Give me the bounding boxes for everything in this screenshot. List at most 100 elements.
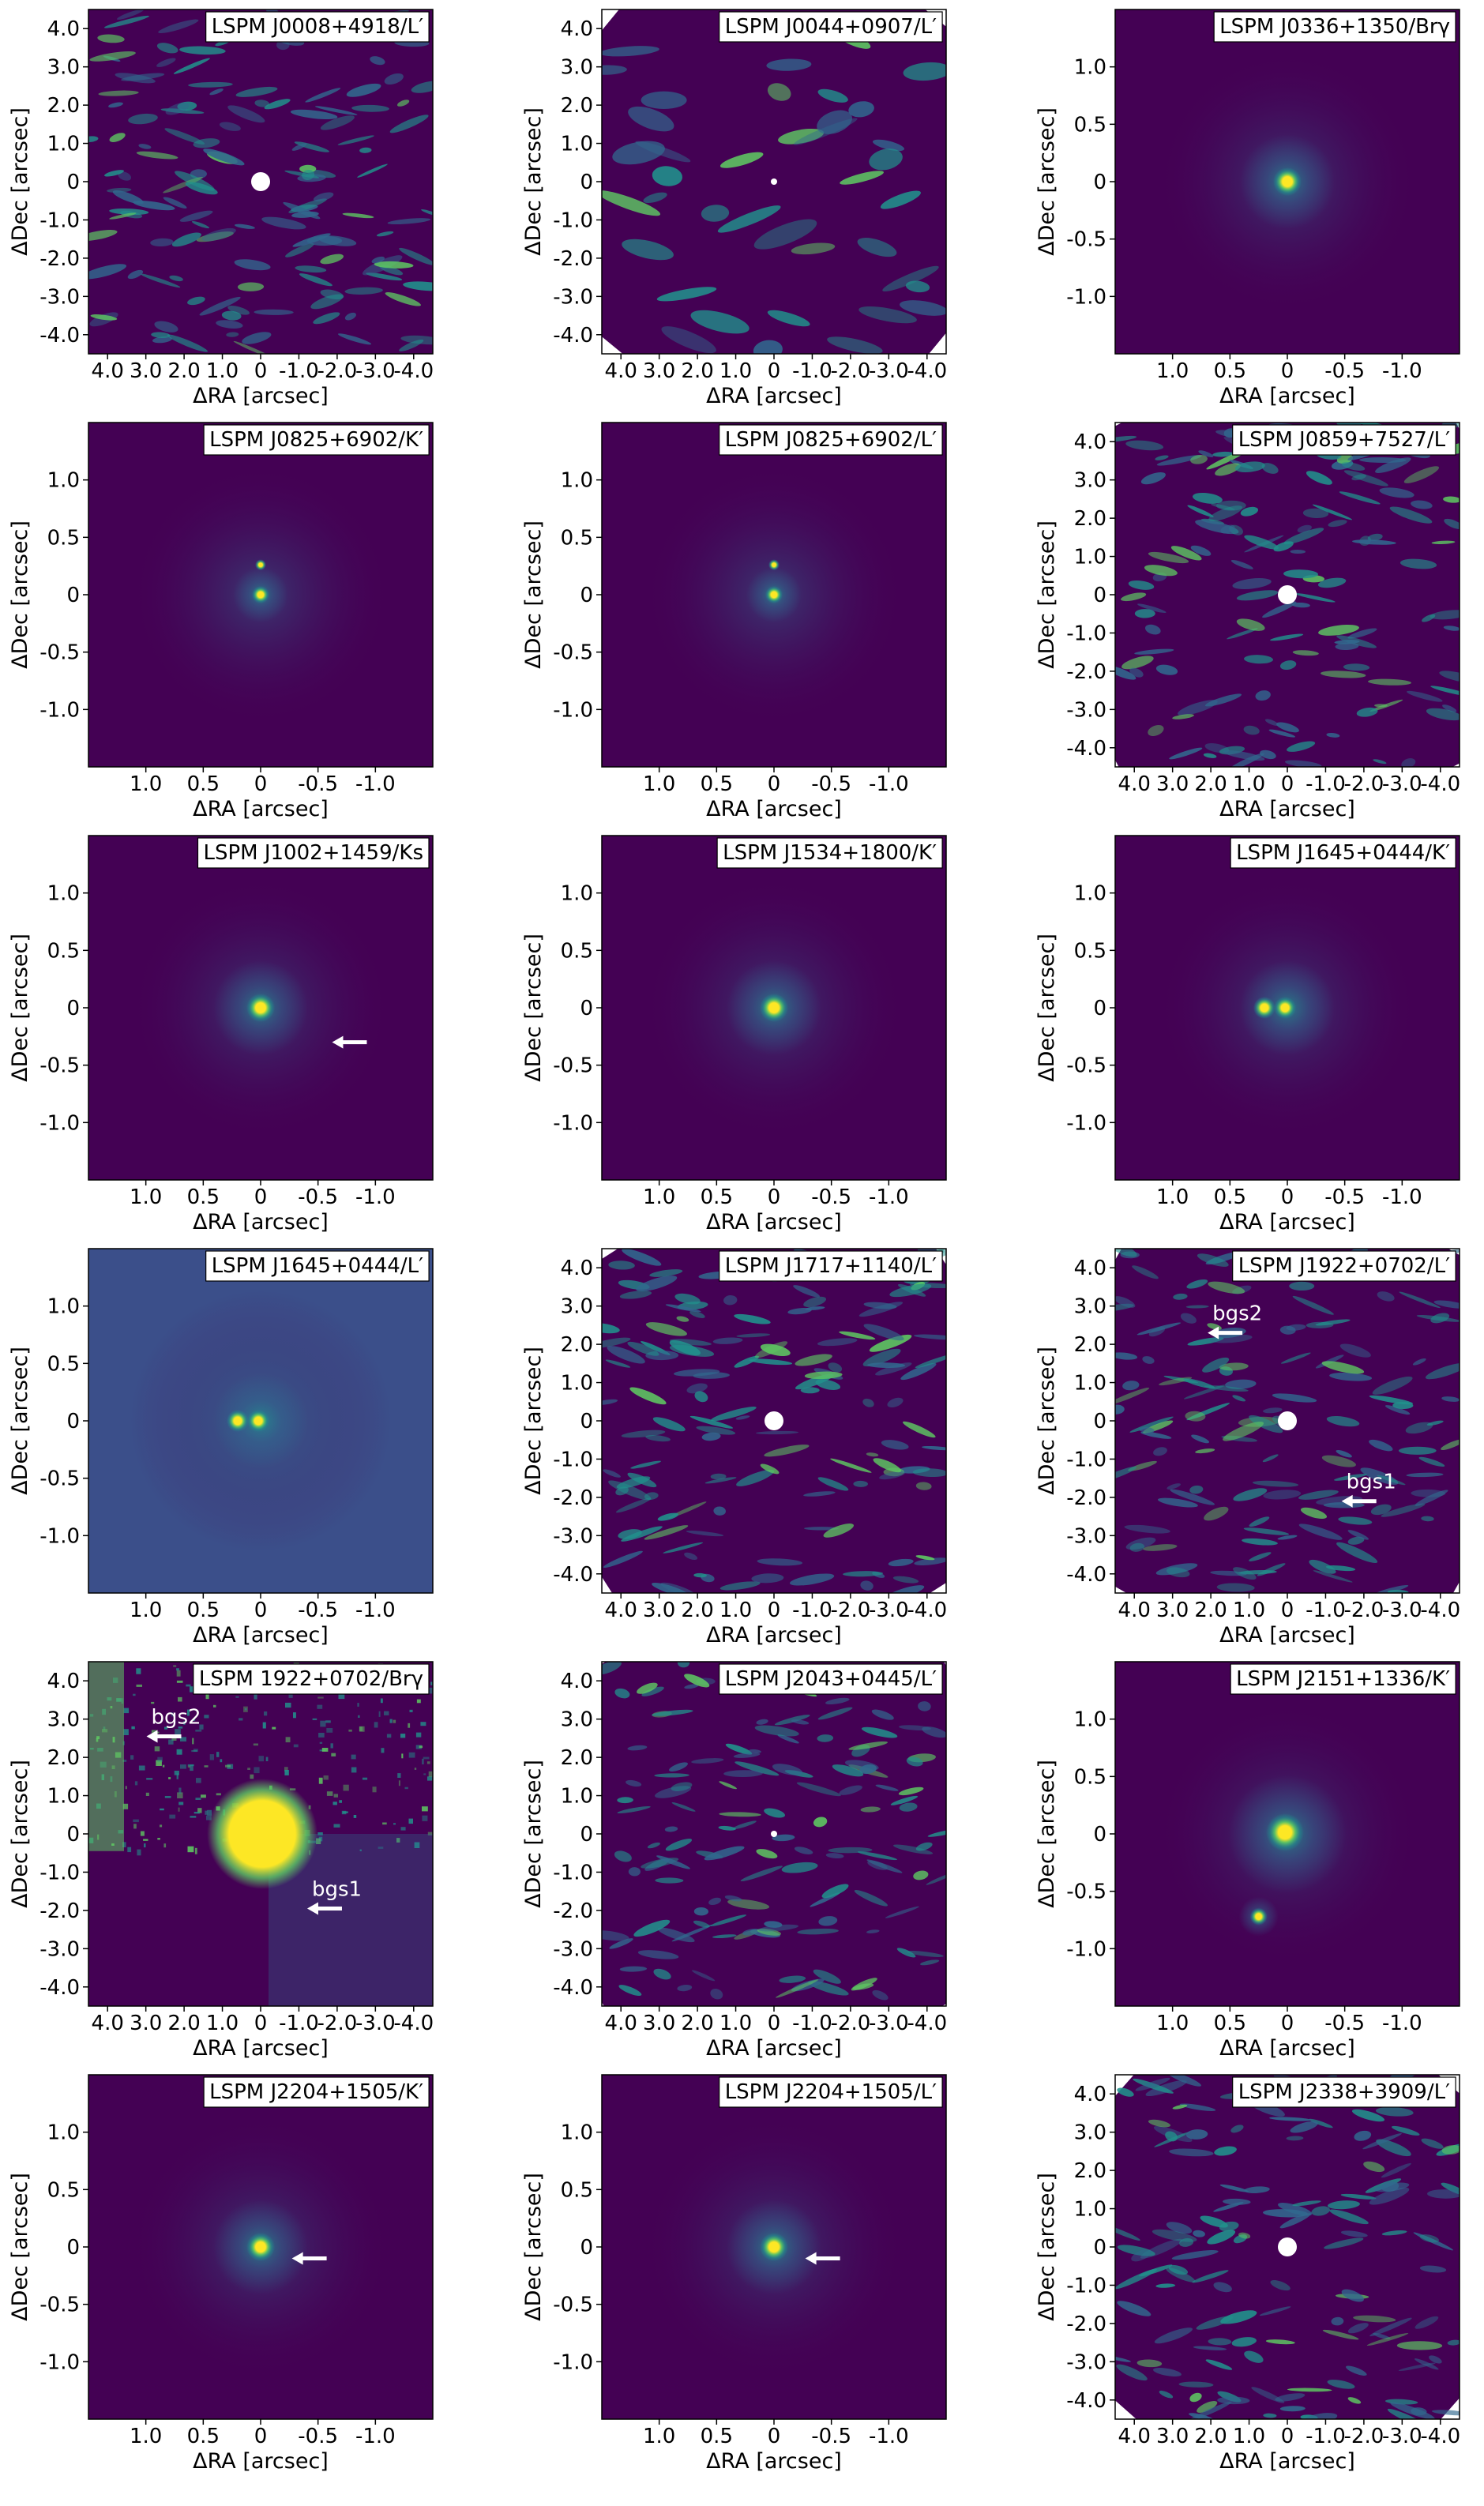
y-axis-label: ΔDec [arcsec] — [8, 934, 32, 1082]
x-axis-label: ΔRA [arcsec] — [1219, 1623, 1355, 1647]
source-label: bgs2 — [1212, 1302, 1262, 1326]
x-tick-label: 2.0 — [167, 359, 200, 383]
y-tick-label: -1.0 — [553, 1448, 593, 1471]
x-tick-label: 1.0 — [130, 1599, 162, 1622]
image-area — [88, 423, 433, 767]
panel-title: LSPM J0825+6902/K′ — [209, 428, 423, 452]
x-tick-label: -1.0 — [869, 2425, 909, 2448]
x-tick-label: 2.0 — [681, 1599, 713, 1622]
x-tick-label: -1.0 — [355, 1185, 396, 1209]
x-tick-label: 2.0 — [1194, 2425, 1227, 2448]
x-tick-label: -2.0 — [317, 2012, 358, 2035]
x-tick-label: 0 — [768, 2012, 781, 2035]
y-tick-label: 0 — [580, 171, 593, 194]
star-psf — [246, 994, 275, 1022]
y-tick-label: -1.0 — [1066, 285, 1106, 309]
y-tick-label: -1.0 — [39, 1524, 80, 1548]
y-tick-label: 0.5 — [561, 2178, 593, 2202]
image-area — [1115, 9, 1460, 354]
saturated-star — [207, 1779, 317, 1889]
star-psf — [1249, 1907, 1268, 1926]
image-area — [602, 1662, 946, 2006]
x-tick-label: 3.0 — [643, 1599, 675, 1622]
x-tick-label: -0.5 — [298, 1599, 338, 1622]
panel-title: LSPM J2043+0445/L′ — [725, 1667, 937, 1691]
y-tick-label: 0 — [1093, 2236, 1106, 2260]
y-axis-label: ΔDec [arcsec] — [1035, 934, 1059, 1082]
y-tick-label: -3.0 — [39, 1937, 80, 1961]
x-tick-label: 1.0 — [1233, 772, 1265, 796]
x-tick-label: -0.5 — [1324, 1185, 1365, 1209]
x-tick-label: 0 — [254, 359, 268, 383]
y-tick-label: 1.0 — [1074, 56, 1106, 80]
panel-16: 1.0 1.0 0.5 0.5 0 0 -0.5 -0.5 -1.0 -1.0 ΔRA [arcse… — [8, 2074, 434, 2474]
x-tick-label: 1.0 — [719, 1599, 752, 1622]
y-tick-label: -0.5 — [39, 1054, 80, 1078]
source-label: bgs2 — [152, 1705, 201, 1729]
x-tick-label: 2.0 — [681, 2012, 713, 2035]
x-tick-label: 0 — [1281, 359, 1294, 383]
panel-2: 4.04.03.03.02.02.01.01.000-1.0-1.0-2.0-2… — [521, 9, 947, 408]
y-tick-label: 4.0 — [1074, 1257, 1106, 1280]
x-tick-label: 0 — [768, 1599, 781, 1622]
y-tick-label: 4.0 — [1074, 430, 1106, 454]
x-tick-label: 1.0 — [719, 359, 752, 383]
y-tick-label: -4.0 — [1066, 737, 1106, 761]
x-tick-label: -4.0 — [1420, 772, 1460, 796]
y-tick-label: 1.0 — [1074, 2198, 1106, 2222]
image-area — [602, 2075, 946, 2419]
x-tick-label: -1.0 — [792, 359, 832, 383]
y-axis-label: ΔDec [arcsec] — [521, 520, 546, 669]
x-tick-label: -3.0 — [355, 2012, 396, 2035]
y-tick-label: 1.0 — [47, 1785, 80, 1809]
y-tick-label: -1.0 — [39, 2350, 80, 2374]
x-axis-label: ΔRA [arcsec] — [193, 2449, 329, 2474]
x-axis-label: ΔRA [arcsec] — [706, 797, 842, 821]
y-tick-label: 3.0 — [561, 56, 593, 80]
x-tick-label: -1.0 — [355, 2425, 396, 2448]
y-tick-label: 2.0 — [561, 1746, 593, 1770]
panel-title: LSPM J1717+1140/L′ — [725, 1254, 937, 1278]
x-tick-label: -0.5 — [1324, 359, 1365, 383]
image-area — [88, 9, 433, 354]
image-area — [602, 423, 946, 767]
x-tick-label: -0.5 — [298, 1185, 338, 1209]
image-area — [602, 1249, 946, 1593]
x-tick-label: 2.0 — [167, 2012, 200, 2035]
y-tick-label: 2.0 — [1074, 2159, 1106, 2183]
y-tick-label: -4.0 — [39, 324, 80, 348]
x-tick-label: -1.0 — [355, 1599, 396, 1622]
x-tick-label: 1.0 — [643, 2425, 675, 2448]
x-axis-label: ΔRA [arcsec] — [193, 1210, 329, 1234]
x-tick-label: 1.0 — [130, 1185, 162, 1209]
x-tick-label: -4.0 — [907, 2012, 947, 2035]
y-tick-label: 3.0 — [561, 1708, 593, 1732]
y-tick-label: -4.0 — [553, 1976, 593, 2000]
panel-title: LSPM J0044+0907/L′ — [725, 15, 937, 39]
y-tick-label: 4.0 — [47, 17, 80, 41]
x-axis-label: ΔRA [arcsec] — [193, 797, 329, 821]
x-tick-label: -3.0 — [1382, 2425, 1422, 2448]
y-tick-label: 1.0 — [561, 469, 593, 493]
y-tick-label: 4.0 — [561, 17, 593, 41]
y-tick-label: 2.0 — [561, 94, 593, 118]
image-area — [88, 1249, 433, 1593]
x-tick-label: -4.0 — [1420, 1599, 1460, 1622]
y-tick-label: 0 — [66, 1410, 80, 1433]
y-tick-label: -3.0 — [553, 1937, 593, 1961]
image-area — [88, 2075, 433, 2419]
x-axis-label: ΔRA [arcsec] — [1219, 2449, 1355, 2474]
panel-title: LSPM J1645+0444/L′ — [212, 1254, 423, 1278]
x-axis-label: ΔRA [arcsec] — [706, 384, 842, 408]
image-area — [1115, 1249, 1460, 1593]
y-tick-label: -2.0 — [1066, 660, 1106, 684]
image-area — [602, 9, 946, 354]
y-tick-label: 3.0 — [47, 1708, 80, 1732]
panel-4: 1.0 1.0 0.5 0.5 0 0 -0.5 -0.5 -1.0 -1.0 ΔRA [arcse… — [8, 422, 434, 821]
x-tick-label: -0.5 — [811, 2425, 851, 2448]
x-tick-label: -4.0 — [393, 359, 434, 383]
y-tick-label: -0.5 — [39, 641, 80, 665]
x-tick-label: -1.0 — [355, 772, 396, 796]
y-axis-label: ΔDec [arcsec] — [521, 2173, 546, 2321]
